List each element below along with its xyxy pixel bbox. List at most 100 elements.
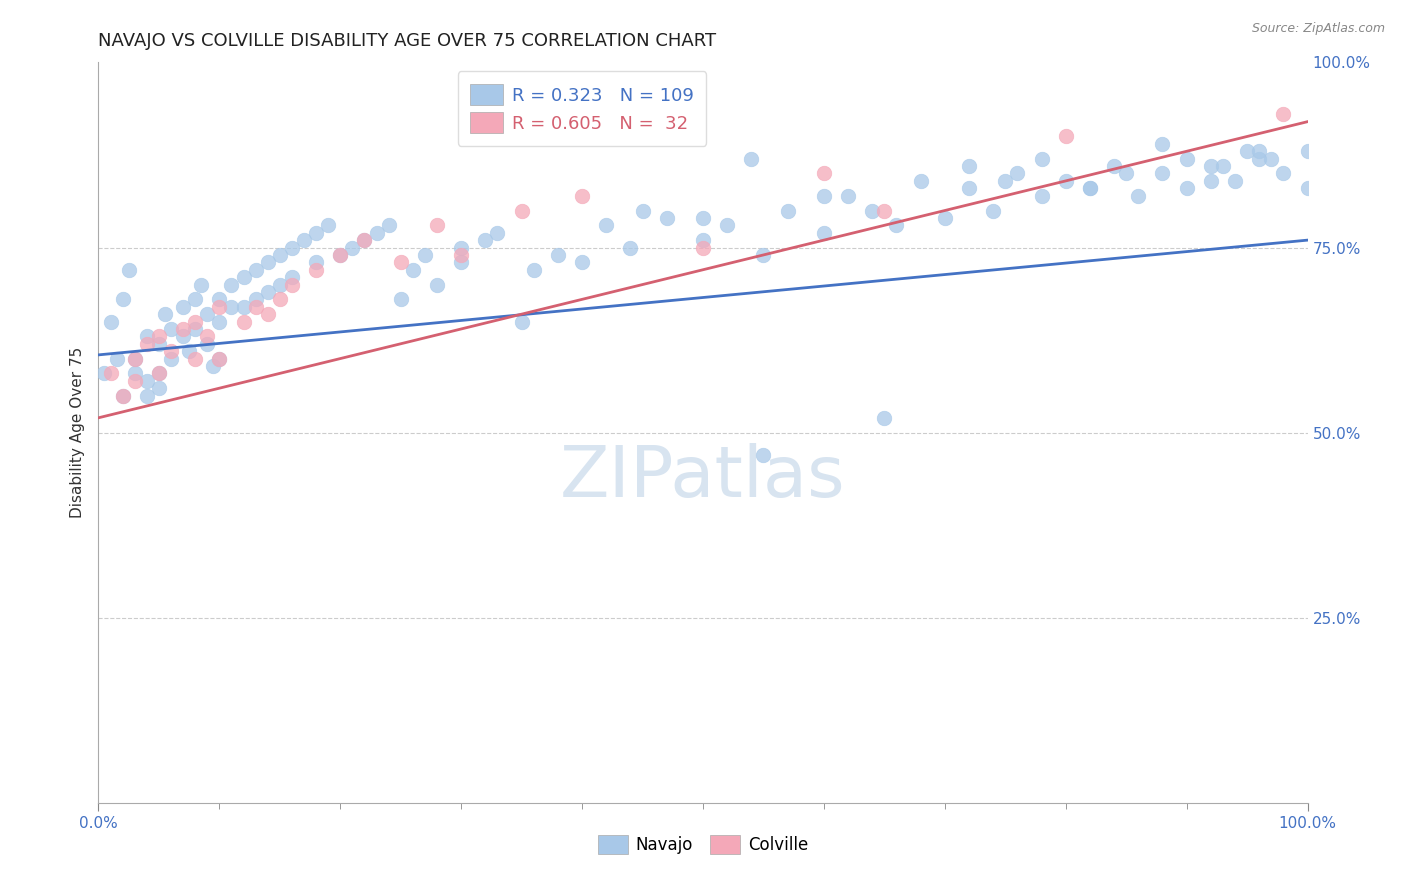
Point	[232, 314, 254, 328]
Point	[195, 336, 218, 351]
Point	[232, 270, 254, 285]
Point	[1260, 152, 1282, 166]
Point	[1249, 145, 1271, 159]
Point	[571, 255, 593, 269]
Point	[377, 219, 399, 233]
Point	[160, 322, 183, 336]
Point	[292, 233, 315, 247]
Point	[1272, 166, 1295, 180]
Point	[245, 293, 267, 307]
Point	[1078, 181, 1101, 195]
Point	[195, 329, 218, 343]
Point	[256, 285, 278, 299]
Point	[179, 344, 201, 359]
Point	[1175, 181, 1198, 195]
Point	[124, 374, 146, 388]
Point	[450, 255, 472, 269]
Point	[1054, 174, 1077, 188]
Point	[190, 277, 212, 292]
Point	[1199, 174, 1222, 188]
Point	[281, 277, 304, 292]
Point	[1152, 166, 1174, 180]
Point	[752, 448, 775, 462]
Point	[1236, 145, 1258, 159]
Point	[886, 219, 908, 233]
Point	[450, 248, 472, 262]
Point	[1031, 188, 1053, 202]
Point	[776, 203, 799, 218]
Point	[195, 307, 218, 321]
Point	[269, 277, 291, 292]
Point	[245, 262, 267, 277]
Point	[426, 277, 449, 292]
Point	[184, 314, 207, 328]
Point	[860, 203, 883, 218]
Point	[1175, 152, 1198, 166]
Point	[486, 226, 509, 240]
Point	[957, 181, 980, 195]
Point	[547, 248, 569, 262]
Point	[184, 351, 207, 366]
Point	[1152, 136, 1174, 151]
Point	[366, 226, 388, 240]
Point	[510, 314, 533, 328]
Point	[208, 351, 231, 366]
Point	[873, 203, 896, 218]
Point	[1007, 166, 1029, 180]
Point	[100, 367, 122, 381]
Point	[148, 336, 170, 351]
Point	[619, 240, 641, 255]
Point	[329, 248, 352, 262]
Legend: Navajo, Colville: Navajo, Colville	[591, 829, 815, 861]
Point	[208, 293, 231, 307]
Point	[111, 293, 134, 307]
Point	[426, 219, 449, 233]
Point	[118, 262, 141, 277]
Point	[269, 248, 291, 262]
Point	[221, 277, 243, 292]
Point	[135, 388, 157, 402]
Point	[389, 293, 412, 307]
Point	[305, 226, 328, 240]
Point	[305, 255, 328, 269]
Point	[595, 219, 617, 233]
Point	[389, 255, 412, 269]
Point	[1223, 174, 1246, 188]
Point	[135, 329, 157, 343]
Point	[692, 233, 714, 247]
Point	[342, 240, 364, 255]
Point	[148, 329, 170, 343]
Point	[256, 255, 278, 269]
Point	[111, 388, 134, 402]
Point	[981, 203, 1004, 218]
Point	[305, 262, 328, 277]
Point	[813, 188, 835, 202]
Point	[716, 219, 738, 233]
Point	[111, 388, 134, 402]
Point	[353, 233, 375, 247]
Point	[172, 322, 194, 336]
Point	[474, 233, 496, 247]
Point	[957, 159, 980, 173]
Point	[1102, 159, 1125, 173]
Point	[172, 329, 194, 343]
Point	[329, 248, 352, 262]
Point	[153, 307, 176, 321]
Point	[269, 293, 291, 307]
Point	[1212, 159, 1234, 173]
Point	[1115, 166, 1137, 180]
Point	[1054, 129, 1077, 144]
Point	[740, 152, 762, 166]
Point	[994, 174, 1017, 188]
Point	[692, 240, 714, 255]
Point	[105, 351, 128, 366]
Point	[910, 174, 932, 188]
Point	[208, 314, 231, 328]
Point	[135, 374, 157, 388]
Point	[172, 300, 194, 314]
Point	[813, 166, 835, 180]
Text: Source: ZipAtlas.com: Source: ZipAtlas.com	[1251, 22, 1385, 36]
Point	[934, 211, 956, 225]
Point	[631, 203, 654, 218]
Point	[353, 233, 375, 247]
